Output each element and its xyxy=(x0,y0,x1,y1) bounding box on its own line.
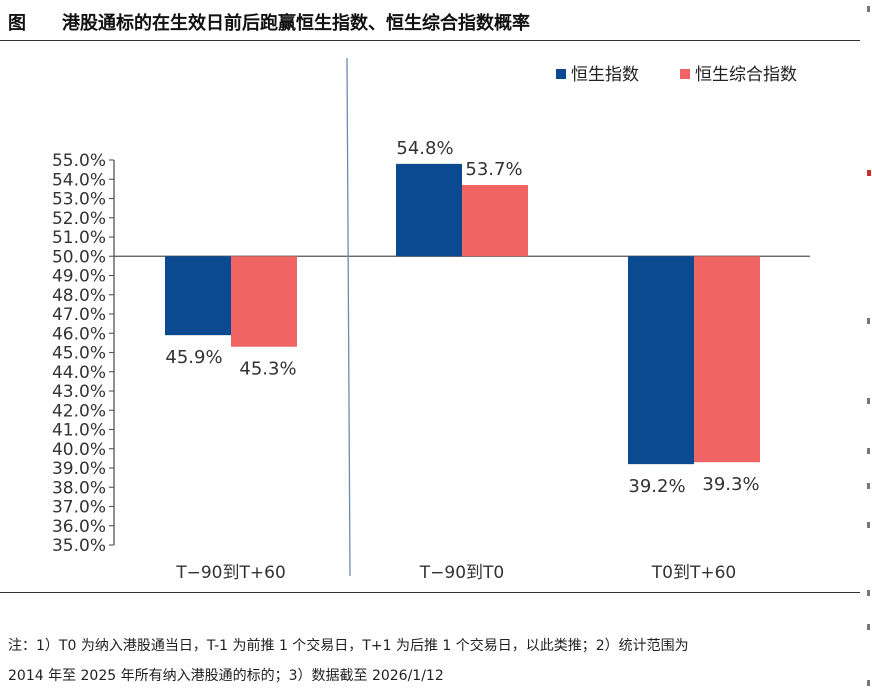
note-line-2: 2014 年至 2025 年所有纳入港股通的标的；3）数据截至 2026/1/1… xyxy=(8,668,444,684)
page-edge-marks xyxy=(864,0,872,689)
edge-mark xyxy=(867,590,870,596)
category-label: T−90到T0 xyxy=(419,563,504,583)
data-label: 54.8% xyxy=(396,138,453,159)
y-tick-label: 46.0% xyxy=(52,324,106,344)
y-tick-label: 35.0% xyxy=(52,536,106,556)
y-tick-label: 55.0% xyxy=(52,151,106,171)
y-tick-label: 39.0% xyxy=(52,459,106,479)
bar-hsi-0 xyxy=(165,256,231,336)
edge-mark xyxy=(867,624,870,630)
y-tick-label: 49.0% xyxy=(52,267,106,287)
edge-mark-red xyxy=(867,170,871,176)
legend-swatch xyxy=(556,69,566,79)
edge-mark xyxy=(867,448,870,454)
bar-hsi-2 xyxy=(628,256,694,465)
notes: 注：1）T0 为纳入港股通当日，T-1 为前推 1 个交易日，T+1 为后推 1… xyxy=(8,631,858,691)
y-tick-label: 53.0% xyxy=(52,190,106,210)
figure-title: 港股通标的在生效日前后跑赢恒生指数、恒生综合指数概率 xyxy=(62,13,530,34)
group-separator xyxy=(346,57,351,577)
y-tick-label: 44.0% xyxy=(52,363,106,383)
y-tick-label: 41.0% xyxy=(52,421,106,441)
y-tick-label: 40.0% xyxy=(52,440,106,460)
y-tick-label: 42.0% xyxy=(52,401,106,421)
y-tick-label: 36.0% xyxy=(52,517,106,537)
y-tick-label: 47.0% xyxy=(52,305,106,325)
data-label: 53.7% xyxy=(465,159,522,180)
bar-hsi-1 xyxy=(396,163,462,257)
y-tick-label: 43.0% xyxy=(52,382,106,402)
y-tick-label: 48.0% xyxy=(52,286,106,306)
data-label: 45.9% xyxy=(165,347,222,368)
legend-label: 恒生指数 xyxy=(571,65,639,85)
bar-hsci-2 xyxy=(694,256,760,463)
data-label: 39.2% xyxy=(628,476,685,497)
bar-hsci-0 xyxy=(231,256,297,347)
category-label: T0到T+60 xyxy=(651,563,736,583)
notes-divider xyxy=(0,592,860,593)
y-tick-label: 38.0% xyxy=(52,478,106,498)
y-tick-label: 50.0% xyxy=(52,247,106,267)
y-tick-label: 45.0% xyxy=(52,344,106,364)
edge-mark xyxy=(867,522,870,528)
edge-mark xyxy=(867,680,870,686)
figure-header: 图 港股通标的在生效日前后跑赢恒生指数、恒生综合指数概率 xyxy=(0,0,860,41)
data-label: 39.3% xyxy=(702,474,759,495)
y-tick-label: 37.0% xyxy=(52,498,106,518)
bar-hsci-1 xyxy=(462,185,528,257)
y-tick-label: 52.0% xyxy=(52,209,106,229)
figure-label: 图 xyxy=(8,13,26,34)
legend-label: 恒生综合指数 xyxy=(695,65,797,85)
y-tick-label: 54.0% xyxy=(52,170,106,190)
edge-mark xyxy=(867,6,870,12)
category-label: T−90到T+60 xyxy=(175,563,286,583)
edge-mark xyxy=(867,483,870,489)
y-tick-label: 51.0% xyxy=(52,228,106,248)
edge-mark xyxy=(867,398,870,404)
edge-mark xyxy=(867,318,870,324)
note-line-1: 注：1）T0 为纳入港股通当日，T-1 为前推 1 个交易日，T+1 为后推 1… xyxy=(8,638,689,654)
bar-chart: 55.0%54.0%53.0%52.0%51.0%50.0%49.0%48.0%… xyxy=(52,57,810,583)
legend-swatch xyxy=(680,69,690,79)
data-label: 45.3% xyxy=(239,359,296,380)
